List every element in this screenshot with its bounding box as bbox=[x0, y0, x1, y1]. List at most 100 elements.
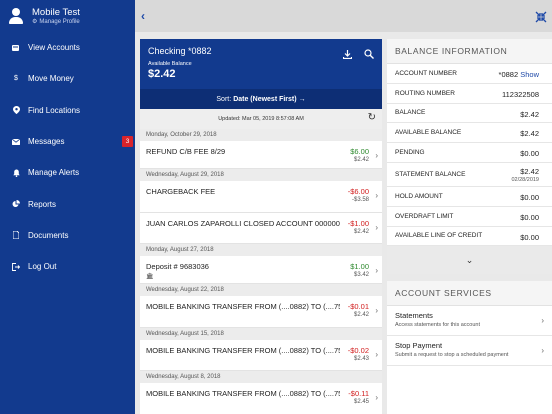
pending-row: PENDING $0.00 bbox=[387, 143, 552, 163]
transaction-description: MOBILE BANKING TRANSFER FROM (....0882) … bbox=[146, 389, 340, 398]
updated-prefix: Updated: bbox=[218, 116, 241, 122]
account-title: Checking *0882 bbox=[148, 46, 212, 56]
balance-value: $2.42 bbox=[520, 109, 539, 119]
transaction-row[interactable]: Deposit # 9683036 🏛 $1.00 $3.42 › bbox=[140, 256, 382, 284]
sidebar-item-label: Find Locations bbox=[28, 105, 81, 115]
transfer-icon: $ bbox=[14, 75, 18, 83]
available-balance-value: $2.42 bbox=[520, 129, 539, 139]
accounts-icon bbox=[12, 44, 20, 52]
date-group-header: Monday, August 27, 2018 bbox=[140, 244, 382, 256]
routing-number-label: ROUTING NUMBER bbox=[395, 89, 455, 97]
transaction-description: Deposit # 9683036 bbox=[146, 262, 209, 271]
account-number-value: *0882 bbox=[498, 70, 519, 79]
refresh-icon[interactable]: ↻ bbox=[367, 112, 376, 123]
hold-amount-label: HOLD AMOUNT bbox=[395, 192, 443, 200]
updated-bar: Updated: Mar 05, 2019 8:57:08 AM ↻ bbox=[140, 109, 382, 129]
transaction-amount: $1.00 bbox=[350, 262, 369, 271]
date-group-header: Wednesday, August 8, 2018 bbox=[140, 371, 382, 383]
sidebar-item-messages[interactable]: Messages 3 bbox=[0, 126, 135, 157]
sidebar-item-manage-alerts[interactable]: Manage Alerts bbox=[0, 157, 135, 188]
transaction-row[interactable]: MOBILE BANKING TRANSFER FROM (....0882) … bbox=[140, 296, 382, 328]
balance-info-panel: BALANCE INFORMATION ACCOUNT NUMBER *0882… bbox=[387, 39, 552, 414]
sidebar-item-move-money[interactable]: $ Move Money bbox=[0, 63, 135, 94]
arrow-right-icon: → bbox=[298, 95, 306, 103]
collapse-arrows-icon[interactable] bbox=[535, 10, 547, 23]
stop-payment-description: Submit a request to stop a scheduled pay… bbox=[395, 352, 509, 359]
sidebar-nav: View Accounts $ Move Money Find Location… bbox=[0, 32, 135, 282]
transaction-balance: $2.42 bbox=[353, 157, 369, 163]
statement-balance-label: STATEMENT BALANCE bbox=[395, 170, 466, 178]
chevron-right-icon: › bbox=[375, 151, 378, 160]
bank-icon: 🏛 bbox=[146, 274, 154, 280]
chevron-right-icon: › bbox=[375, 266, 378, 275]
sidebar-item-log-out[interactable]: Log Out bbox=[0, 251, 135, 282]
sidebar-item-label: Reports bbox=[28, 199, 57, 209]
transaction-balance: $3.42 bbox=[353, 272, 369, 278]
messages-count-badge: 3 bbox=[122, 136, 133, 148]
transaction-row[interactable]: CHARGEBACK FEE -$6.00 -$3.58 › bbox=[140, 181, 382, 213]
transaction-description: MOBILE BANKING TRANSFER FROM (....0882) … bbox=[146, 346, 340, 355]
profile-header[interactable]: Mobile Test ⚙ Manage Profile bbox=[0, 0, 135, 32]
sidebar-item-label: Log Out bbox=[28, 262, 57, 272]
overdraft-limit-row: OVERDRAFT LIMIT $0.00 bbox=[387, 207, 552, 227]
sidebar-item-documents[interactable]: Documents bbox=[0, 220, 135, 251]
routing-number-row: ROUTING NUMBER 112322508 bbox=[387, 84, 552, 104]
chevron-right-icon: › bbox=[375, 191, 378, 200]
chevron-right-icon: › bbox=[375, 350, 378, 359]
transaction-amount: -$0.02 bbox=[347, 346, 369, 355]
available-balance-row: AVAILABLE BALANCE $2.42 bbox=[387, 123, 552, 144]
manage-profile-link[interactable]: ⚙ Manage Profile bbox=[32, 18, 80, 26]
account-number-label: ACCOUNT NUMBER bbox=[395, 69, 457, 77]
transaction-amount: -$0.11 bbox=[348, 389, 369, 398]
stop-payment-service-item[interactable]: Stop Payment Submit a request to stop a … bbox=[387, 336, 552, 367]
transaction-balance: $2.43 bbox=[353, 356, 369, 362]
transaction-row[interactable]: JUAN CARLOS ZAPAROLLI CLOSED ACCOUNT 000… bbox=[140, 213, 382, 244]
transaction-balance: $2.45 bbox=[353, 399, 369, 405]
transaction-description: REFUND C/B FEE 8/29 bbox=[146, 147, 226, 156]
transaction-row[interactable]: MOBILE BANKING TRANSFER FROM (....0882) … bbox=[140, 340, 382, 371]
transaction-balance: $2.42 bbox=[353, 312, 369, 318]
sidebar-item-view-accounts[interactable]: View Accounts bbox=[0, 32, 135, 63]
transaction-row[interactable]: REFUND C/B FEE 8/29 $6.00 $2.42 › bbox=[140, 141, 382, 169]
pie-chart-icon bbox=[12, 200, 20, 208]
show-account-number-link[interactable]: Show bbox=[520, 70, 539, 79]
expand-balance-button[interactable]: ⌄ bbox=[387, 246, 552, 275]
search-icon[interactable] bbox=[364, 46, 374, 64]
balance-information-title: BALANCE INFORMATION bbox=[387, 39, 552, 64]
envelope-icon bbox=[12, 138, 20, 146]
transaction-amount: $6.00 bbox=[350, 147, 369, 156]
sidebar-item-label: View Accounts bbox=[28, 43, 80, 53]
statements-title: Statements bbox=[395, 311, 433, 321]
date-group-header: Monday, October 29, 2018 bbox=[140, 129, 382, 141]
download-icon[interactable] bbox=[342, 46, 353, 64]
available-balance-label: Available Balance bbox=[148, 61, 192, 67]
transaction-row[interactable]: MOBILE BANKING TRANSFER FROM (....0882) … bbox=[140, 383, 382, 414]
account-number-row: ACCOUNT NUMBER *0882 Show bbox=[387, 64, 552, 84]
date-group-header: Wednesday, August 15, 2018 bbox=[140, 328, 382, 340]
chevron-left-icon[interactable]: ‹ bbox=[141, 9, 145, 23]
date-group-header: Wednesday, August 29, 2018 bbox=[140, 169, 382, 181]
overdraft-limit-label: OVERDRAFT LIMIT bbox=[395, 212, 454, 220]
transaction-description: CHARGEBACK FEE bbox=[146, 187, 216, 196]
transaction-description: JUAN CARLOS ZAPAROLLI CLOSED ACCOUNT 000… bbox=[146, 219, 340, 228]
hold-amount-value: $0.00 bbox=[520, 192, 539, 202]
location-pin-icon bbox=[12, 106, 20, 115]
sidebar-item-find-locations[interactable]: Find Locations bbox=[0, 95, 135, 126]
available-line-of-credit-row: AVAILABLE LINE OF CREDIT $0.00 bbox=[387, 227, 552, 247]
chevron-right-icon: › bbox=[541, 316, 544, 326]
statement-balance-row: STATEMENT BALANCE $2.42 02/28/2019 bbox=[387, 163, 552, 187]
chevron-right-icon: › bbox=[541, 346, 544, 356]
sidebar-item-reports[interactable]: Reports bbox=[0, 188, 135, 219]
sidebar: Mobile Test ⚙ Manage Profile View Accoun… bbox=[0, 0, 135, 414]
statements-service-item[interactable]: Statements Access statements for this ac… bbox=[387, 306, 552, 337]
manage-profile-label: Manage Profile bbox=[39, 18, 80, 25]
statement-balance-date: 02/28/2019 bbox=[511, 176, 539, 183]
available-balance-label: AVAILABLE BALANCE bbox=[395, 129, 462, 137]
profile-name: Mobile Test bbox=[32, 6, 80, 18]
chevron-right-icon: › bbox=[375, 306, 378, 315]
transaction-balance: $2.42 bbox=[353, 229, 369, 235]
sort-bar[interactable]: Sort: Date (Newest First) → bbox=[140, 89, 382, 109]
sidebar-item-label: Move Money bbox=[28, 74, 74, 84]
chevron-right-icon: › bbox=[375, 393, 378, 402]
gear-icon: ⚙ bbox=[32, 18, 38, 25]
